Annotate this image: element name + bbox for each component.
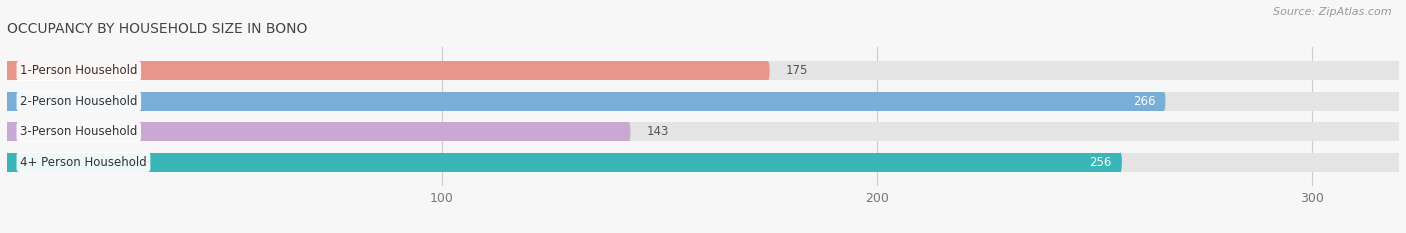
Text: Source: ZipAtlas.com: Source: ZipAtlas.com [1274,7,1392,17]
Circle shape [1119,153,1122,171]
Circle shape [6,62,8,80]
Circle shape [6,92,8,111]
Circle shape [6,153,8,171]
Bar [7,153,1399,171]
Text: OCCUPANCY BY HOUSEHOLD SIZE IN BONO: OCCUPANCY BY HOUSEHOLD SIZE IN BONO [7,22,308,36]
Text: 1-Person Household: 1-Person Household [20,64,138,77]
Text: 266: 266 [1133,95,1156,108]
Bar [7,92,1399,111]
Circle shape [766,62,769,80]
Circle shape [1398,153,1400,171]
Circle shape [627,122,630,141]
Text: 143: 143 [647,125,669,138]
Circle shape [6,92,8,111]
Text: 175: 175 [786,64,808,77]
Bar [7,122,628,141]
Circle shape [6,62,8,80]
Text: 256: 256 [1090,156,1112,169]
Circle shape [1398,122,1400,141]
Bar [7,153,1121,171]
Circle shape [6,122,8,141]
Text: 3-Person Household: 3-Person Household [20,125,138,138]
Bar [7,122,1399,141]
Bar [7,62,768,80]
Circle shape [6,153,8,171]
Circle shape [1398,62,1400,80]
Text: 4+ Person Household: 4+ Person Household [20,156,146,169]
Bar [7,62,1399,80]
Circle shape [6,122,8,141]
Circle shape [1398,92,1400,111]
Bar [7,92,1164,111]
Circle shape [1163,92,1166,111]
Text: 2-Person Household: 2-Person Household [20,95,138,108]
